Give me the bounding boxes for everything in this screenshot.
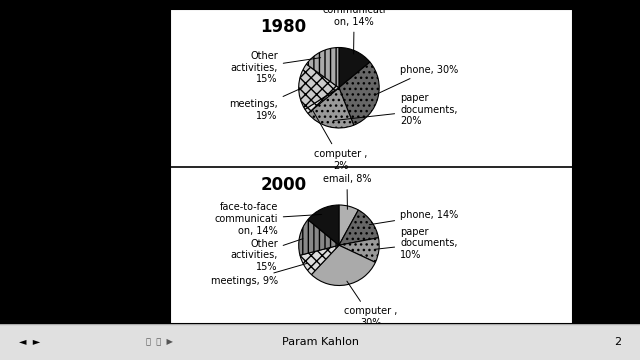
Text: 1980: 1980	[260, 18, 307, 36]
Wedge shape	[339, 210, 378, 245]
Text: 2: 2	[614, 337, 621, 347]
Text: ◄  ►: ◄ ►	[19, 337, 40, 347]
Text: paper
documents,
10%: paper documents, 10%	[376, 227, 458, 260]
Text: face-to-face
communicati
on, 14%: face-to-face communicati on, 14%	[214, 202, 322, 236]
Wedge shape	[307, 48, 339, 88]
Text: Param Kahlon: Param Kahlon	[282, 337, 358, 347]
Wedge shape	[299, 220, 339, 255]
Wedge shape	[308, 88, 354, 128]
Text: meetings, 9%: meetings, 9%	[211, 264, 307, 287]
Text: 💾  🔊  ▶: 💾 🔊 ▶	[147, 338, 173, 346]
Text: Face to face
communicati
on, 14%: Face to face communicati on, 14%	[323, 0, 386, 54]
Text: 2000: 2000	[260, 176, 307, 194]
Text: Other
activities,
15%: Other activities, 15%	[230, 239, 303, 272]
Wedge shape	[305, 88, 339, 113]
Wedge shape	[299, 64, 339, 109]
Text: computer ,
2%: computer , 2%	[313, 110, 367, 171]
Wedge shape	[339, 62, 379, 125]
Text: paper
documents,
20%: paper documents, 20%	[333, 93, 458, 126]
Wedge shape	[312, 245, 376, 285]
Text: email, 8%: email, 8%	[323, 174, 371, 209]
Wedge shape	[308, 205, 339, 245]
Text: meetings,
19%: meetings, 19%	[229, 88, 302, 121]
Wedge shape	[339, 48, 370, 88]
Wedge shape	[339, 205, 358, 245]
Text: computer ,
30%: computer , 30%	[344, 281, 398, 328]
Text: phone, 14%: phone, 14%	[369, 210, 458, 225]
Text: Other
activities,
15%: Other activities, 15%	[230, 51, 321, 84]
Wedge shape	[339, 238, 379, 262]
Text: phone, 30%: phone, 30%	[374, 65, 458, 95]
Wedge shape	[300, 245, 339, 275]
